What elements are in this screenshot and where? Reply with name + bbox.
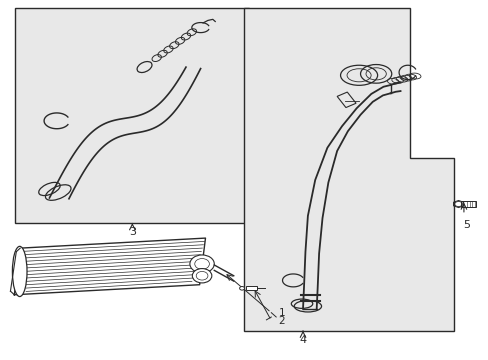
- Ellipse shape: [239, 287, 244, 290]
- Text: 3: 3: [128, 227, 136, 237]
- Text: 4: 4: [299, 334, 306, 345]
- Text: 5: 5: [462, 220, 469, 230]
- Ellipse shape: [189, 255, 214, 273]
- Polygon shape: [244, 8, 453, 330]
- Bar: [336, 92, 355, 108]
- Bar: [15, 8, 249, 223]
- Bar: [461, 201, 475, 207]
- Text: 1: 1: [278, 308, 285, 318]
- Bar: [245, 286, 256, 291]
- Ellipse shape: [192, 269, 211, 283]
- Ellipse shape: [12, 246, 27, 297]
- Text: 2: 2: [278, 316, 285, 325]
